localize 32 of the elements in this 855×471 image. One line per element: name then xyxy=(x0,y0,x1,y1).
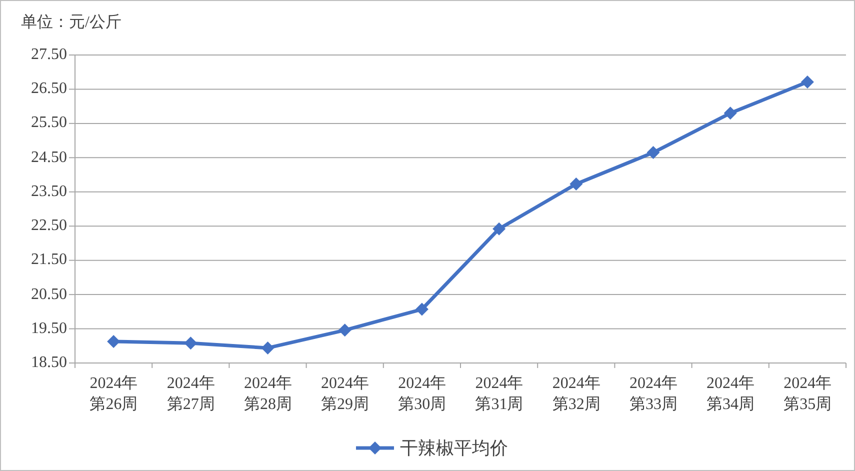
point xyxy=(338,324,352,337)
x-tick-label: 2024年第32周 xyxy=(551,374,602,415)
point xyxy=(570,178,583,191)
x-tick-label: 2024年第35周 xyxy=(782,374,833,415)
x-tick-label: 2024年第27周 xyxy=(166,374,216,415)
x-tick-label: 2024年第34周 xyxy=(706,374,756,415)
point xyxy=(646,146,660,160)
y-axis-title: 单位：元/公斤 xyxy=(21,13,122,33)
y-tick-label: 24.50 xyxy=(31,148,67,168)
y-tick-label: 26.50 xyxy=(31,79,67,100)
y-tick-label: 23.50 xyxy=(31,182,67,202)
point xyxy=(800,76,814,89)
point xyxy=(492,222,506,236)
y-tick-label: 21.50 xyxy=(31,250,67,270)
point xyxy=(261,341,274,354)
x-tick-label: 2024年第31周 xyxy=(474,374,524,415)
x-tick-label: 2024年第28周 xyxy=(242,374,293,415)
y-tick-label: 27.50 xyxy=(31,45,67,65)
point xyxy=(724,106,737,120)
y-tick-label: 22.50 xyxy=(31,216,67,236)
y-tick-label: 20.50 xyxy=(31,284,67,305)
point xyxy=(184,336,198,350)
x-tick-label: 2024年第30周 xyxy=(397,374,448,415)
legend-label: 干辣椒平均价 xyxy=(400,437,508,459)
x-tick-label: 2024年第26周 xyxy=(88,374,139,415)
y-tick-label: 25.50 xyxy=(31,113,67,134)
y-tick-label: 19.50 xyxy=(31,318,67,339)
y-tick-label: 18.50 xyxy=(31,353,67,373)
x-tick-label: 2024年第33周 xyxy=(628,374,678,415)
x-tick-label: 2024年第29周 xyxy=(320,374,370,415)
point xyxy=(415,302,428,316)
point xyxy=(107,334,120,348)
